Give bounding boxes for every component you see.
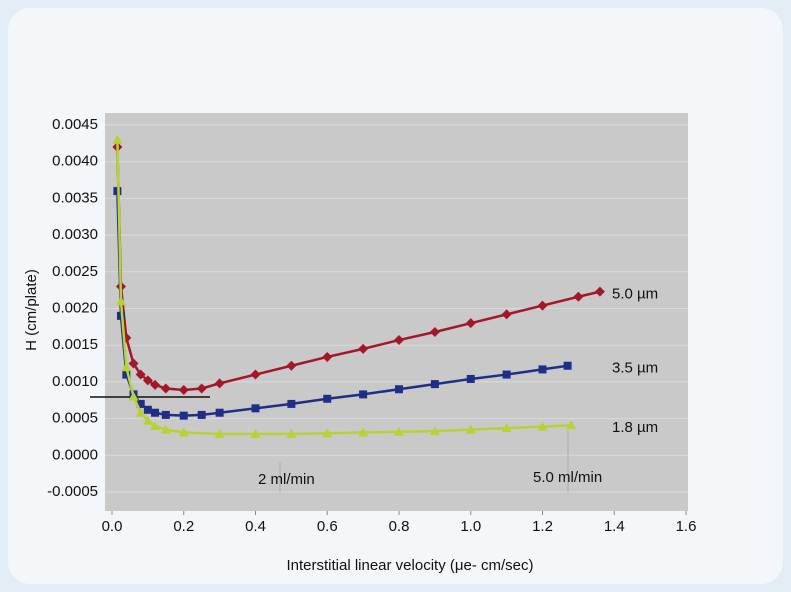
marker: [197, 410, 206, 419]
marker: [151, 408, 160, 417]
marker: [250, 369, 261, 380]
marker: [394, 426, 404, 436]
x-tick-label: 1.2: [532, 518, 553, 535]
marker: [112, 134, 123, 144]
marker: [358, 343, 369, 354]
marker: [430, 380, 439, 389]
y-tick-label: -0.0005: [47, 483, 98, 500]
marker: [322, 428, 333, 438]
marker: [563, 361, 572, 370]
marker: [286, 360, 297, 371]
y-tick-label: 0.0010: [52, 373, 98, 390]
marker: [214, 429, 225, 439]
marker: [429, 426, 440, 436]
series-label: 5.0 µm: [612, 286, 658, 303]
marker: [196, 383, 207, 394]
marker: [150, 420, 161, 430]
y-tick-label: 0.0045: [52, 116, 98, 133]
marker: [394, 335, 404, 346]
x-axis-label: Interstitial linear velocity (μe- cm/sec…: [286, 557, 533, 574]
marker: [179, 411, 188, 420]
marker: [160, 424, 171, 434]
marker: [537, 300, 548, 311]
marker: [466, 374, 475, 383]
marker: [215, 408, 224, 417]
y-tick-label: 0.0020: [52, 299, 98, 316]
x-tick-label: 0.2: [173, 518, 194, 535]
y-axis-label: H (cm/plate): [23, 269, 40, 351]
x-tick-label: 0.8: [389, 518, 410, 535]
marker: [128, 358, 139, 369]
marker: [178, 427, 189, 437]
marker: [214, 378, 225, 389]
marker: [566, 420, 577, 430]
marker: [358, 427, 369, 437]
marker: [135, 407, 146, 417]
marker: [538, 365, 547, 374]
marker: [121, 362, 132, 372]
marker: [161, 410, 170, 419]
marker: [135, 369, 146, 380]
y-tick-label: 0.0025: [52, 263, 98, 280]
marker: [143, 405, 152, 414]
marker: [150, 379, 161, 390]
marker: [323, 394, 332, 403]
series-line: [116, 146, 601, 392]
x-tick-label: 1.0: [460, 518, 481, 535]
marker: [359, 390, 368, 399]
marker: [573, 291, 584, 302]
x-tick-label: 0.4: [245, 518, 266, 535]
marker: [142, 375, 153, 386]
x-tick-label: 0.6: [317, 518, 338, 535]
marker: [128, 391, 139, 401]
marker: [178, 384, 189, 395]
annotation: 2 ml/min: [258, 471, 315, 488]
marker: [136, 399, 145, 408]
y-tick-label: 0.0015: [52, 336, 98, 353]
marker: [465, 318, 476, 329]
series-label: 1.8 µm: [612, 419, 658, 436]
y-tick-label: 0.0005: [52, 410, 98, 427]
marker: [250, 429, 261, 439]
marker: [322, 351, 333, 362]
series-label: 3.5 µm: [612, 360, 658, 377]
x-tick-label: 1.4: [604, 518, 625, 535]
marker: [142, 415, 153, 425]
marker: [160, 383, 171, 394]
marker: [501, 423, 512, 433]
marker: [287, 399, 296, 408]
x-tick-label: 0.0: [102, 518, 123, 535]
y-tick-label: 0.0035: [52, 189, 98, 206]
y-tick-label: 0.0040: [52, 153, 98, 170]
marker: [122, 370, 131, 379]
y-tick-label: 0.0030: [52, 226, 98, 243]
marker: [251, 404, 260, 413]
marker: [395, 385, 403, 394]
annotation: 5.0 ml/min: [533, 469, 602, 486]
plot-area: [105, 113, 688, 511]
marker: [594, 286, 605, 297]
marker: [501, 309, 512, 320]
marker: [465, 424, 476, 434]
x-tick-label: 1.6: [676, 518, 697, 535]
marker: [429, 326, 440, 337]
marker: [115, 296, 126, 306]
y-tick-label: 0.0000: [52, 446, 98, 463]
marker: [502, 370, 511, 379]
marker: [286, 429, 297, 439]
marker: [537, 421, 548, 431]
